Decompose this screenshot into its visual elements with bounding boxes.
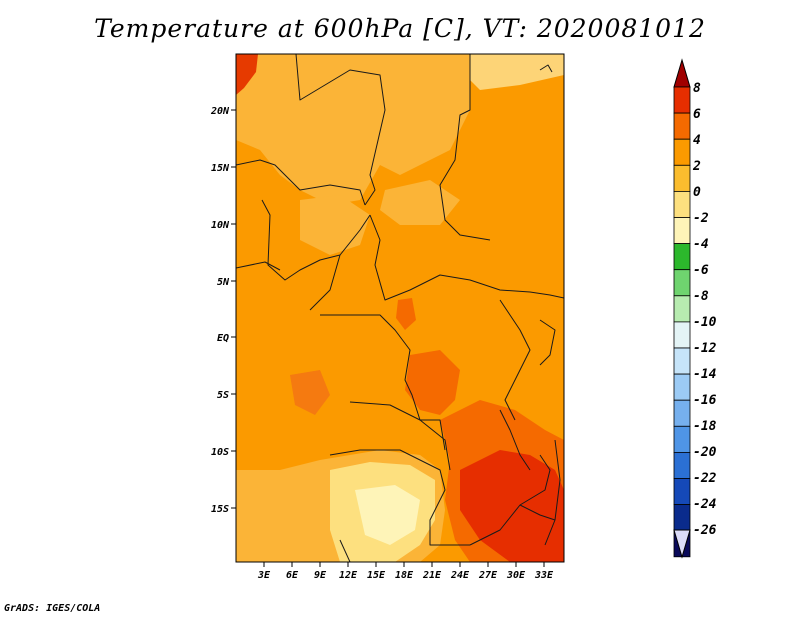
colorbar-label: -20 bbox=[693, 445, 717, 460]
border-niger-nigeria bbox=[236, 159, 366, 206]
lon-label-30e: 30E bbox=[506, 570, 526, 581]
colorbar-label: -18 bbox=[693, 419, 717, 434]
colorbar-label: -16 bbox=[693, 393, 717, 408]
colorbar-label: -2 bbox=[693, 211, 709, 226]
colorbar-label: -6 bbox=[693, 263, 709, 278]
map-frame bbox=[235, 53, 565, 563]
lat-label-10n: 10N bbox=[211, 220, 230, 231]
lon-label-21e: 21E bbox=[422, 570, 442, 581]
chart-title: Temperature at 600hPa [C], VT: 202008101… bbox=[94, 14, 706, 43]
colorbar-cell bbox=[673, 373, 691, 401]
colorbar-cell bbox=[673, 190, 691, 218]
colorbar-label: -14 bbox=[693, 367, 717, 382]
colorbar-label: 4 bbox=[693, 133, 701, 148]
colorbar-label: -12 bbox=[693, 341, 717, 356]
colorbar: 8 6 4 2 0 -2 -4 -6 -8 -10 -12 -14 -16 -1… bbox=[673, 58, 717, 559]
field-patch-cool-northeast bbox=[470, 54, 564, 90]
border-angola-zambia bbox=[329, 449, 470, 546]
colorbar-label: -4 bbox=[693, 237, 709, 252]
border-niger-north bbox=[295, 54, 386, 206]
colorbar-label: 0 bbox=[693, 185, 701, 200]
border-malawi-lake bbox=[544, 439, 561, 546]
field-patch-6to8-southeast bbox=[460, 450, 564, 562]
temperature-field bbox=[236, 54, 564, 562]
colorbar-cell bbox=[673, 86, 691, 114]
lon-label-15e: 15E bbox=[367, 570, 386, 581]
field-patch-4to6-car bbox=[396, 298, 416, 330]
colorbar-label: -10 bbox=[693, 315, 717, 330]
border-congo bbox=[320, 314, 446, 451]
colorbar-label: -26 bbox=[693, 523, 717, 538]
border-lake-region bbox=[499, 299, 531, 421]
colorbar-bottom-triangle bbox=[673, 529, 691, 559]
border-car-north bbox=[369, 214, 564, 301]
lat-label-10s: 10S bbox=[211, 447, 229, 458]
colorbar-label: -24 bbox=[693, 497, 717, 512]
border-nigeria-south bbox=[261, 199, 371, 281]
colorbar-cell bbox=[673, 321, 691, 349]
colorbar-cell bbox=[673, 504, 691, 532]
lat-label-15s: 15S bbox=[211, 504, 229, 515]
lat-axis: 20N 15N 10N 5N EQ 5S 10S 15S bbox=[210, 106, 236, 515]
border-kariba bbox=[519, 504, 556, 521]
colorbar-cell bbox=[673, 478, 691, 506]
border-namibia bbox=[339, 539, 351, 562]
colorbar-label: 6 bbox=[693, 107, 701, 122]
lon-label-24e: 24E bbox=[450, 570, 470, 581]
lon-label-33e: 33E bbox=[534, 570, 554, 581]
colorbar-label: -8 bbox=[693, 289, 709, 304]
colorbar-cell bbox=[673, 347, 691, 375]
colorbar-cell bbox=[673, 295, 691, 323]
lat-label-5s: 5S bbox=[217, 390, 229, 401]
grads-credit: GrADS: IGES/COLA bbox=[4, 603, 101, 614]
border-chad-sudan bbox=[439, 54, 491, 241]
colorbar-cell bbox=[673, 269, 691, 297]
border-lake-victoria bbox=[539, 319, 556, 366]
colorbar-cell bbox=[673, 425, 691, 453]
lat-label-20n: 20N bbox=[210, 106, 230, 117]
lon-label-18e: 18E bbox=[395, 570, 414, 581]
field-patch-4to6-congo bbox=[405, 350, 460, 415]
border-coast-gulf bbox=[236, 261, 281, 271]
field-patch-0to2-chad bbox=[380, 180, 460, 225]
colorbar-cell bbox=[673, 138, 691, 166]
lon-label-9e: 9E bbox=[314, 570, 327, 581]
border-zambia-zimbabwe bbox=[469, 454, 551, 546]
country-borders bbox=[236, 54, 564, 562]
colorbar-cell bbox=[673, 399, 691, 427]
lat-label-eq: EQ bbox=[217, 333, 229, 344]
field-patch-minus4to-2-angola bbox=[355, 485, 420, 545]
border-nile-delta bbox=[539, 64, 553, 73]
field-patch-0to2-north bbox=[236, 54, 470, 205]
lon-label-3e: 3E bbox=[257, 570, 271, 581]
border-angola-north bbox=[349, 401, 451, 471]
lon-axis: 3E 6E 9E 12E 15E 18E 21E 24E 27E 30E 33E bbox=[257, 562, 554, 581]
lon-label-27e: 27E bbox=[478, 570, 498, 581]
lat-label-5n: 5N bbox=[217, 277, 230, 288]
border-tanzania-west bbox=[499, 409, 531, 471]
colorbar-cell bbox=[673, 217, 691, 245]
colorbar-cell bbox=[673, 164, 691, 192]
border-cameroon-west bbox=[309, 254, 341, 311]
colorbar-label: 8 bbox=[693, 81, 701, 96]
lon-label-12e: 12E bbox=[339, 570, 358, 581]
field-patch-4to6-gabon bbox=[290, 370, 330, 415]
colorbar-cell bbox=[673, 112, 691, 140]
lon-label-6e: 6E bbox=[286, 570, 299, 581]
field-patch-warm-northwest bbox=[236, 54, 258, 95]
colorbar-cell bbox=[673, 243, 691, 271]
lat-label-15n: 15N bbox=[211, 163, 230, 174]
colorbar-cell bbox=[673, 451, 691, 479]
colorbar-label: 2 bbox=[692, 159, 701, 174]
colorbar-label: -22 bbox=[693, 471, 717, 486]
colorbar-top-triangle bbox=[673, 58, 691, 88]
